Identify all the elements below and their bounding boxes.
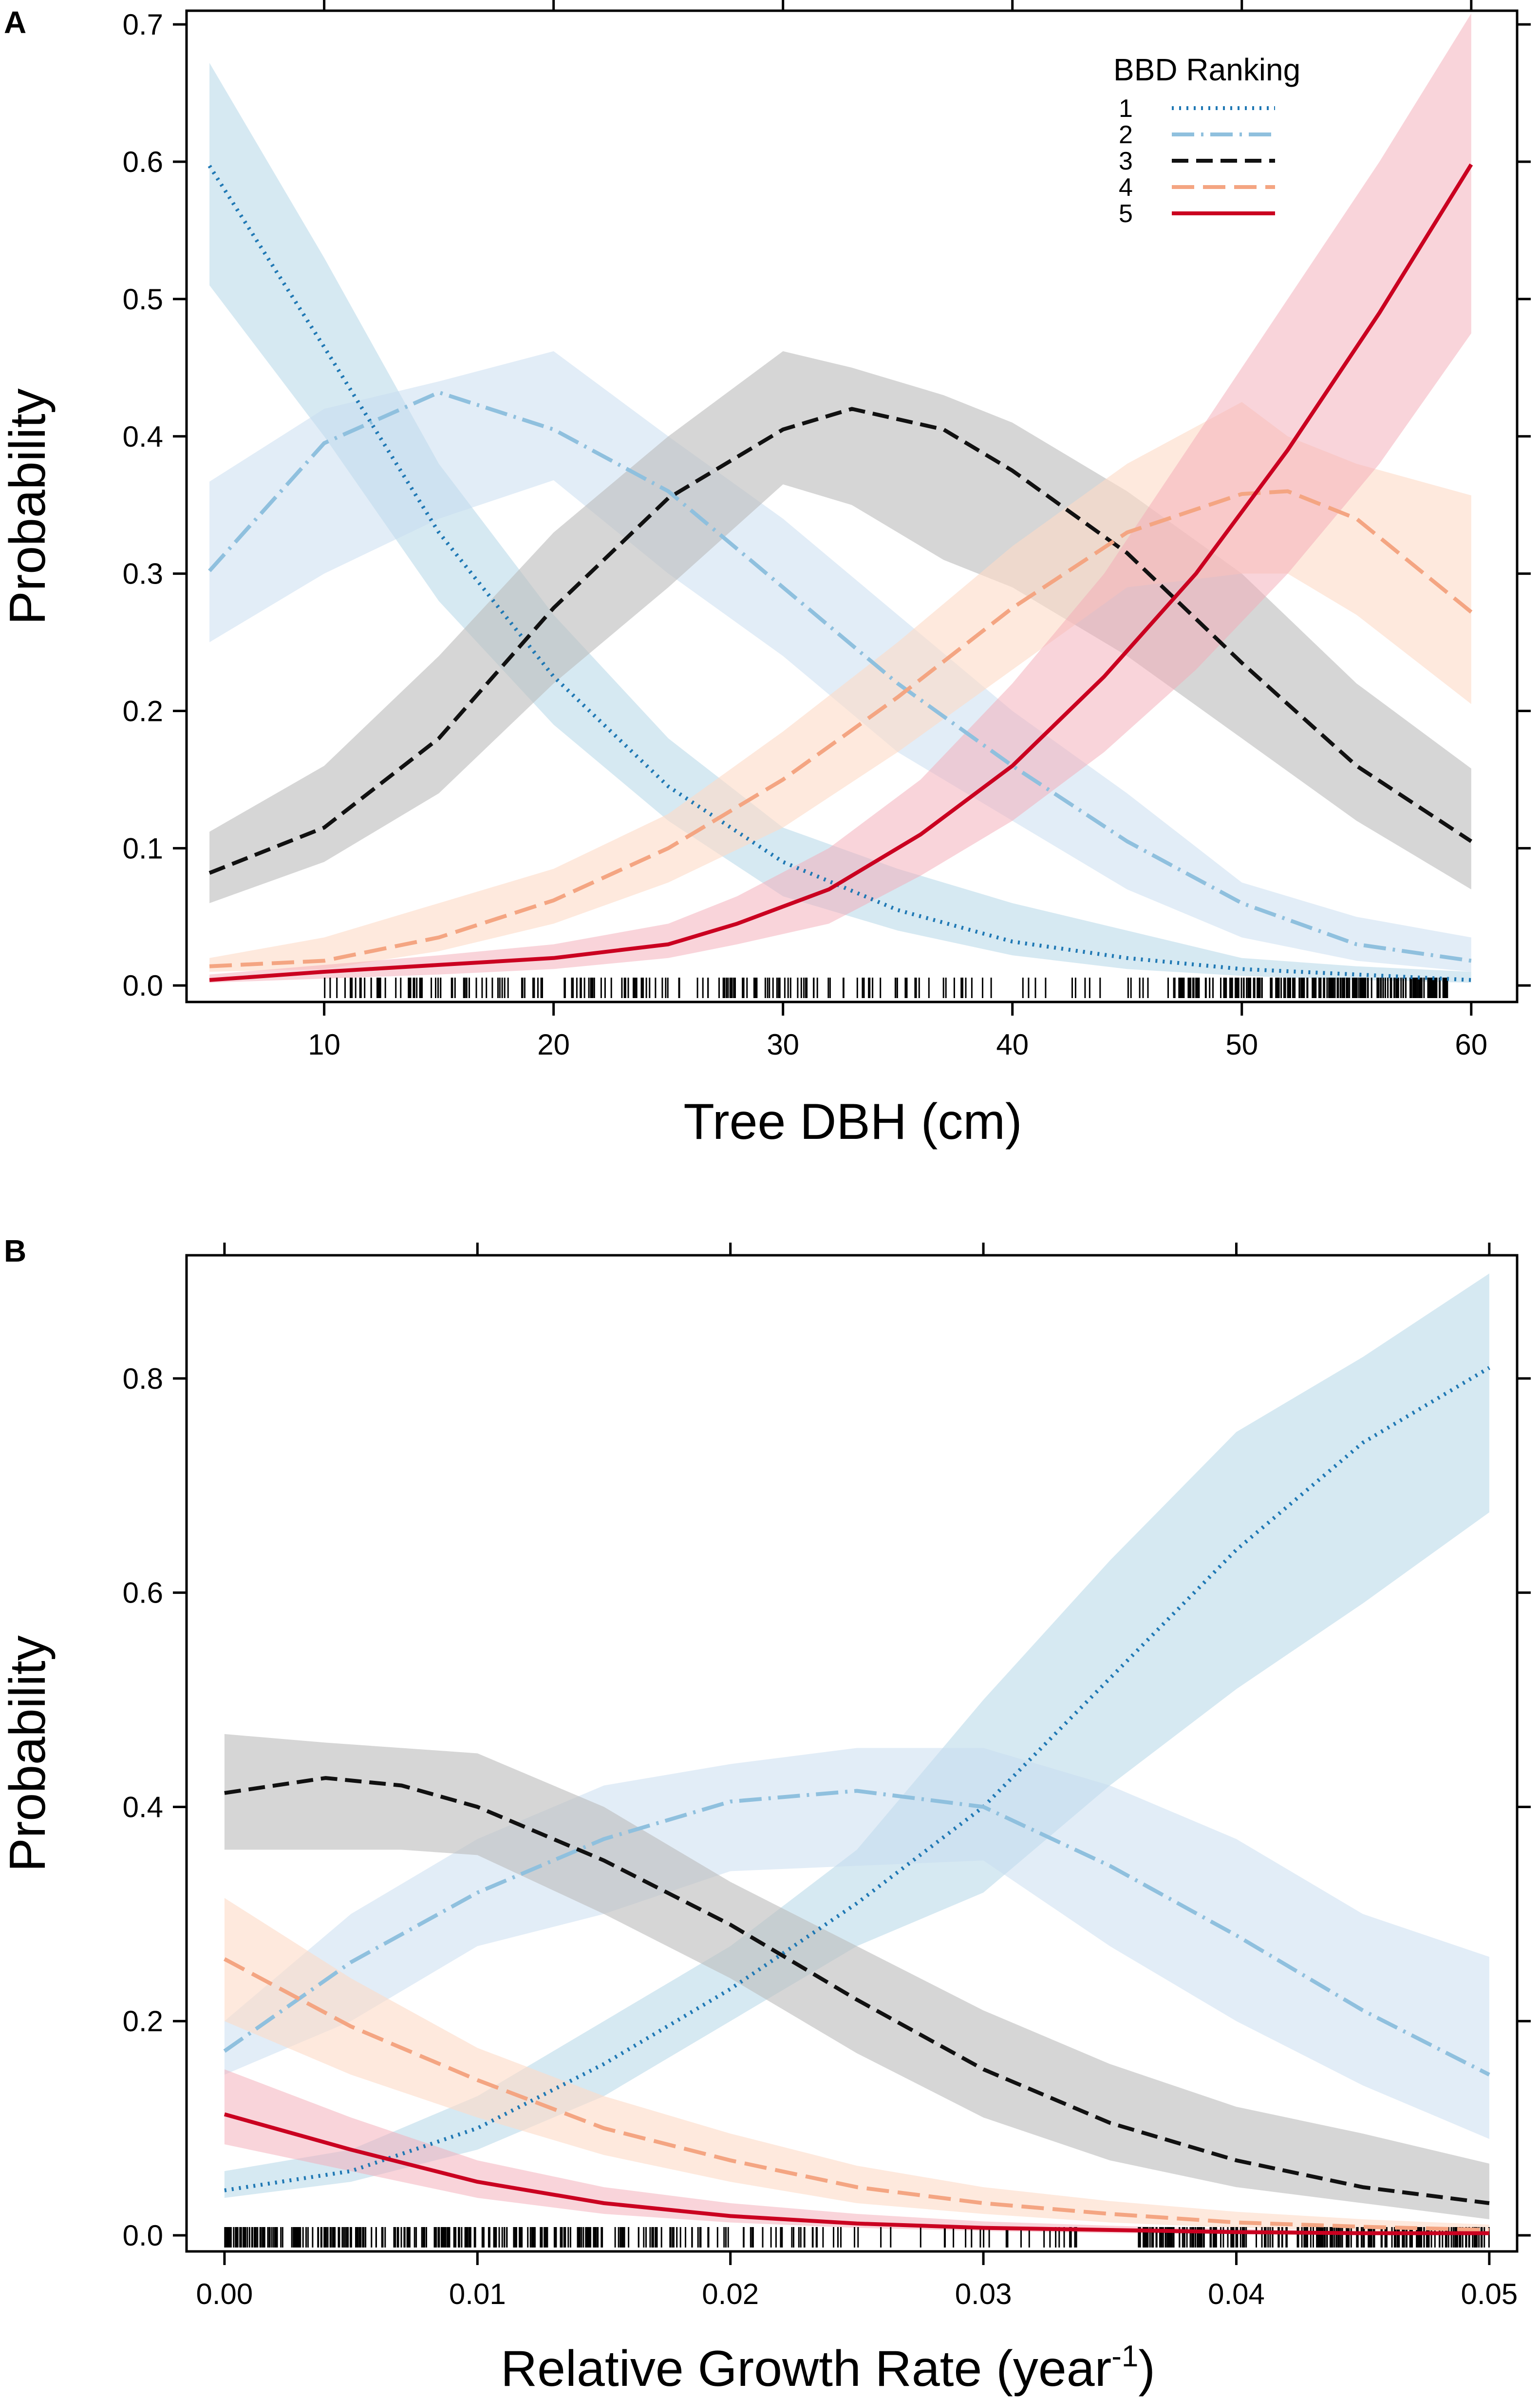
panel-a-plot-frame	[185, 9, 1519, 1003]
panel-a-series-lines	[207, 163, 1473, 982]
x-tick-label: 60	[1455, 1028, 1487, 1061]
y-tick-label: 0.1	[123, 832, 163, 865]
panel-b-confidence-bands	[224, 1273, 1489, 2234]
legend-label-ranking-4: 4	[1119, 173, 1133, 202]
x-tick-label: 0.00	[196, 2278, 253, 2310]
legend-label-ranking-1: 1	[1119, 94, 1133, 123]
x-tick-label: 10	[308, 1028, 340, 1061]
x-tick-label: 40	[996, 1028, 1029, 1061]
legend-label-ranking-3: 3	[1119, 147, 1133, 175]
panel-b-x-axis-title-sup: -1	[1111, 2340, 1138, 2373]
panel-b-x-axis-title-end: )	[1138, 2341, 1155, 2397]
y-tick-label: 0.5	[123, 283, 163, 316]
series-line-ranking-1	[207, 165, 1471, 982]
confidence-band-ranking-3	[224, 1734, 1489, 2219]
y-tick-label: 0.6	[123, 1577, 163, 1609]
confidence-band-ranking-4	[224, 1898, 1489, 2233]
legend-title: BBD Ranking	[1113, 52, 1300, 87]
panel-a-y-axis-title: Probability	[0, 388, 56, 625]
y-tick-label: 0.3	[123, 558, 163, 590]
y-tick-label: 0.7	[123, 8, 163, 41]
panel-a-axis-ticks: 10 20 30 40 50 60 0.0 0.1 0.2 0.3 0.4 0.5 0.6 0.7	[123, 0, 1531, 1061]
x-tick-label: 0.01	[449, 2278, 506, 2310]
series-line-ranking-4	[209, 489, 1473, 968]
series-line-ranking-2	[208, 390, 1472, 963]
series-line-ranking-3	[208, 407, 1472, 875]
y-tick-label: 0.2	[123, 2005, 163, 2038]
series-line-ranking-2	[223, 1789, 1490, 2077]
legend-label-ranking-5: 5	[1119, 200, 1133, 228]
panel-a: A 10 20 30 40 50 60 0.0 0.1 0.2 0.3 0.4 0.5 0.6 0.7 T…	[0, 0, 1531, 1150]
panel-b-series-lines	[223, 1366, 1490, 2235]
panel-b-letter: B	[4, 1233, 26, 1268]
series-line-ranking-1	[224, 1366, 1490, 2192]
panel-b: B 0.00 0.01 0.02 0.03 0.04 0.050.00.20.40.60.…	[0, 1233, 1531, 2397]
confidence-band-ranking-1	[209, 63, 1471, 983]
x-tick-label: 20	[537, 1028, 570, 1061]
confidence-band-ranking-5	[209, 13, 1471, 983]
confidence-band-ranking-1	[224, 1273, 1489, 2198]
series-line-ranking-3	[224, 1776, 1490, 2205]
y-tick-label: 0.4	[123, 420, 163, 453]
y-tick-label: 0.8	[123, 1362, 163, 1395]
confidence-band-ranking-2	[209, 351, 1471, 972]
panel-a-confidence-bands	[209, 13, 1471, 983]
y-tick-label: 0.6	[123, 146, 163, 178]
panel-b-axis-ticks: 0.00 0.01 0.02 0.03 0.04 0.05 0.0 0.2 0.4 0.6 0.8	[123, 1243, 1531, 2310]
panel-b-x-axis-title-main: Relative Growth Rate (year	[501, 2341, 1111, 2397]
panel-b-x-axis-title: Relative Growth Rate (year-1)	[501, 2340, 1155, 2397]
y-tick-label: 0.0	[123, 969, 163, 1002]
legend-label-ranking-2: 2	[1119, 121, 1133, 149]
y-tick-label: 0.2	[123, 695, 163, 727]
panel-b-plot-frame	[185, 1254, 1519, 2253]
panel-a-x-axis-title: Tree DBH (cm)	[683, 1094, 1022, 1150]
x-tick-label: 0.04	[1208, 2278, 1265, 2310]
x-tick-label: 0.02	[702, 2278, 759, 2310]
panel-a-rug	[324, 978, 1448, 998]
x-tick-label: 50	[1225, 1028, 1258, 1061]
x-tick-label: 0.05	[1461, 2278, 1518, 2310]
panel-a-letter: A	[4, 5, 26, 40]
series-line-ranking-5	[209, 163, 1473, 982]
y-tick-label: 0.4	[123, 1791, 163, 1823]
panel-b-rug	[224, 2227, 1490, 2248]
panel-b-y-axis-title: Probability	[0, 1635, 56, 1872]
series-line-ranking-5	[224, 2112, 1489, 2235]
y-tick-label: 0.0	[123, 2219, 163, 2252]
series-line-ranking-4	[224, 1957, 1490, 2232]
x-tick-label: 0.03	[955, 2278, 1012, 2310]
x-tick-label: 30	[767, 1028, 799, 1061]
